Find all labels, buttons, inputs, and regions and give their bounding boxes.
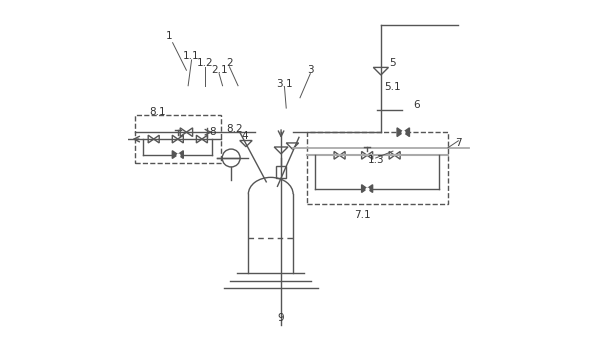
Text: 7: 7 [455, 137, 461, 147]
Text: 4: 4 [242, 130, 248, 141]
Polygon shape [403, 128, 409, 136]
Text: 6: 6 [414, 100, 421, 110]
Polygon shape [397, 128, 403, 136]
Text: 1.3: 1.3 [367, 155, 384, 165]
Text: 8.1: 8.1 [149, 107, 166, 117]
Text: 8.2: 8.2 [226, 124, 243, 134]
Bar [276, 166, 286, 178]
Polygon shape [367, 185, 373, 193]
Text: 1.1: 1.1 [183, 51, 200, 61]
Polygon shape [178, 151, 184, 159]
Polygon shape [362, 185, 367, 193]
Text: 9: 9 [278, 313, 284, 323]
Text: 1: 1 [166, 31, 173, 41]
Bar [307, 132, 448, 204]
Text: 8: 8 [209, 127, 215, 137]
Text: 5.1: 5.1 [385, 83, 401, 92]
Text: 3: 3 [307, 65, 314, 75]
Text: 2: 2 [226, 58, 233, 68]
Text: 7.1: 7.1 [353, 210, 370, 220]
Bar [135, 115, 221, 163]
Polygon shape [172, 151, 178, 159]
Text: 2.1: 2.1 [211, 65, 227, 75]
Text: 5: 5 [389, 58, 396, 68]
Text: 3.1: 3.1 [276, 79, 293, 89]
Text: 1.2: 1.2 [197, 58, 214, 68]
